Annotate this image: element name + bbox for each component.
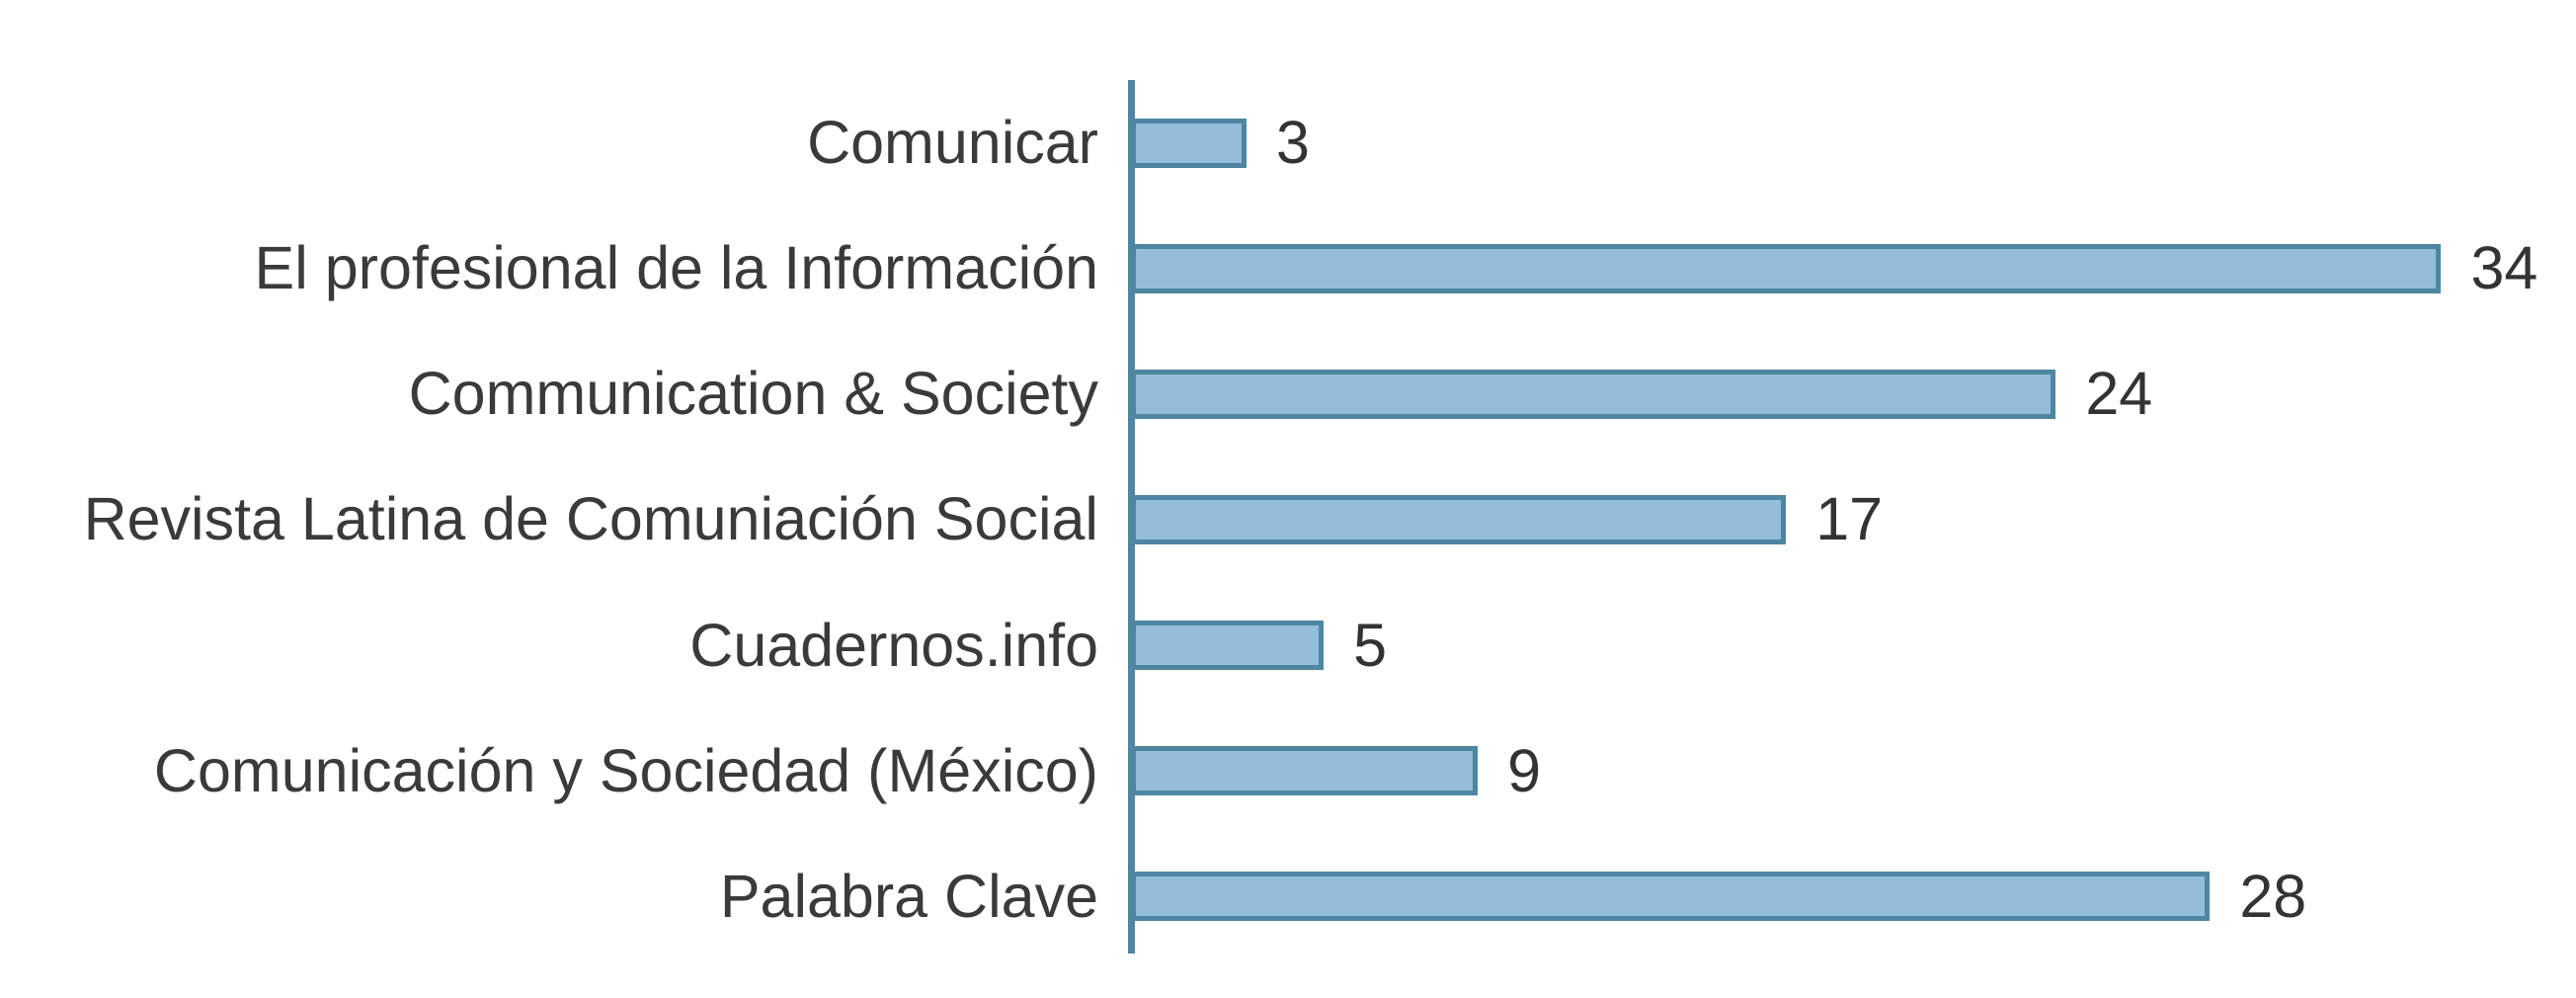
chart-row: Comunicar 3 [0,80,2576,206]
bar [1131,243,2442,293]
bar-track: 3 [1131,80,2576,206]
category-label: Comunicar [807,109,1098,177]
bar-track: 5 [1131,583,2576,708]
bar-track: 34 [1131,206,2576,331]
bar [1131,746,1479,796]
bar [1131,621,1325,671]
value-label: 9 [1507,736,1542,804]
chart-row: Comunicación y Sociedad (México) 9 [0,708,2576,834]
bar-track: 17 [1131,457,2576,582]
value-label: 28 [2239,862,2307,930]
bar [1131,494,1787,544]
category-label: Palabra Clave [719,862,1098,930]
value-label: 24 [2085,360,2153,428]
chart-row: Revista Latina de Comuniación Social 17 [0,457,2576,582]
chart-row: Communication & Society 24 [0,331,2576,457]
chart-row: Palabra Clave 28 [0,834,2576,959]
category-label: El profesional de la Información [254,234,1098,302]
bar-track: 9 [1131,708,2576,834]
value-label: 3 [1276,109,1310,177]
category-label: Revista Latina de Comuniación Social [83,485,1098,553]
bar [1131,369,2056,419]
category-label: Comunicación y Sociedad (México) [153,736,1098,804]
category-label: Communication & Society [408,360,1098,428]
value-label: 5 [1353,611,1387,679]
bar-track: 28 [1131,834,2576,959]
value-label: 17 [1815,485,1884,553]
y-axis-line [1128,80,1135,954]
bar-track: 24 [1131,331,2576,457]
bar [1131,872,2211,922]
value-label: 34 [2470,234,2538,302]
category-label: Cuadernos.info [689,611,1098,679]
chart-rows: Comunicar 3 El profesional de la Informa… [0,80,2576,959]
chart-row: El profesional de la Información 34 [0,206,2576,331]
bar [1131,118,1248,168]
chart-row: Cuadernos.info 5 [0,583,2576,708]
